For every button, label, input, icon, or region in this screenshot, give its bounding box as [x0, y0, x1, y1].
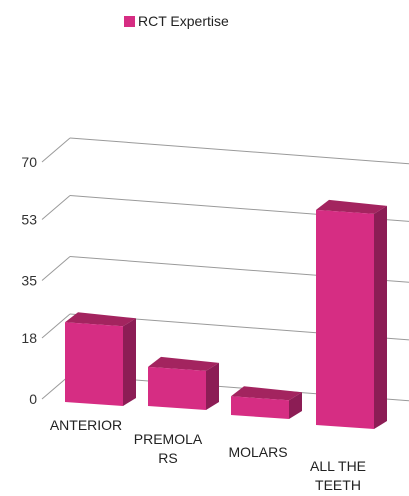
- bar-top: [316, 199, 387, 214]
- bar-top: [148, 356, 219, 371]
- legend: RCT Expertise: [124, 13, 229, 29]
- bar: [148, 356, 219, 410]
- y-tick-label: 18: [21, 330, 37, 346]
- grid-depth-line: [41, 195, 71, 220]
- grid-line: [69, 137, 409, 165]
- bar-front: [148, 366, 206, 410]
- bar-front: [316, 209, 374, 429]
- bar-side: [374, 205, 387, 429]
- category-label: ANTERIOR: [50, 417, 122, 433]
- bar-top: [231, 386, 302, 401]
- bar-side: [206, 362, 219, 410]
- bar-front: [65, 322, 123, 406]
- y-tick-label: 53: [21, 212, 37, 228]
- bar: [65, 312, 136, 406]
- bar-side: [123, 318, 136, 406]
- bar-top: [65, 312, 136, 327]
- category-label: PREMOLA RS: [134, 431, 203, 466]
- y-tick-label: 35: [21, 273, 37, 289]
- category-label: ALL THE TEETH: [310, 458, 366, 493]
- bar: [316, 199, 387, 429]
- legend-label: RCT Expertise: [138, 13, 229, 29]
- bar: [231, 386, 302, 419]
- grid-depth-line: [41, 256, 71, 281]
- legend-swatch: [124, 15, 135, 27]
- y-axis-ticks: 70 53 35 18 0: [21, 154, 37, 407]
- category-labels: ANTERIOR PREMOLA RS MOLARS ALL THE TEETH: [50, 417, 366, 493]
- grid-depth-line: [41, 137, 71, 163]
- category-label: MOLARS: [228, 444, 287, 460]
- bars: [65, 199, 387, 429]
- y-tick-label: 0: [29, 391, 37, 407]
- y-tick-label: 70: [21, 154, 37, 170]
- bar-side: [289, 392, 302, 419]
- grid-depth-line: [41, 313, 71, 339]
- bar-front: [231, 396, 289, 419]
